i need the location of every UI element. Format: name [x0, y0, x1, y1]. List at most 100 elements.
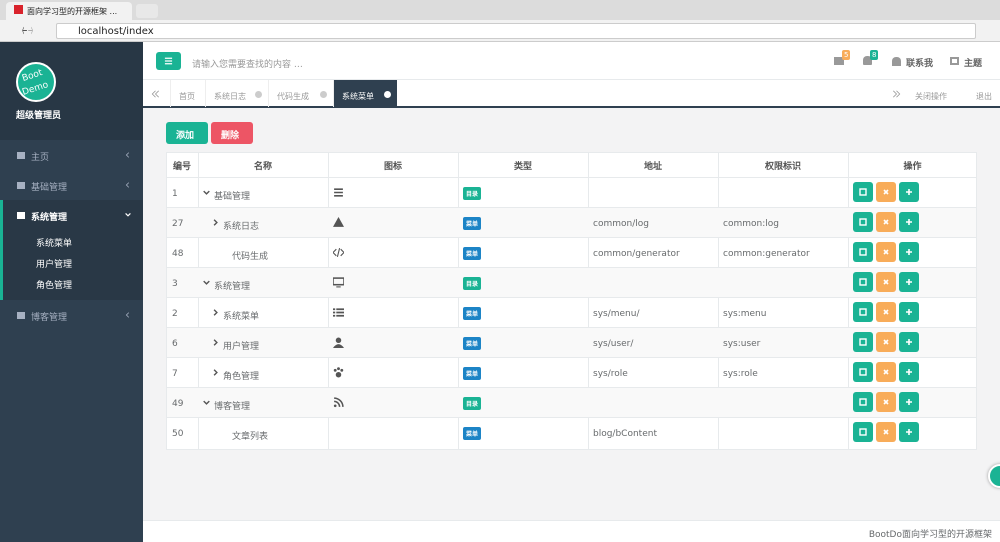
- action-btn-shape: [906, 219, 912, 225]
- type-badge: 目录: [463, 397, 482, 410]
- menu-chevron-shape: [125, 312, 130, 318]
- column-header: 操作: [903, 162, 922, 172]
- action-btn[interactable]: [899, 212, 919, 232]
- menu-icon: [17, 152, 25, 159]
- menu-item[interactable]: 基础管理: [31, 183, 68, 193]
- cell-icon: [333, 367, 344, 378]
- theme[interactable]: 主题: [964, 59, 983, 69]
- action-btn[interactable]: [876, 212, 896, 232]
- logout[interactable]: 退出: [976, 92, 992, 101]
- col-divider: [718, 152, 719, 450]
- action-btn[interactable]: [876, 242, 896, 262]
- close-ops[interactable]: 关闭操作: [915, 92, 947, 101]
- action-btn-shape: [883, 279, 889, 285]
- submenu-item[interactable]: 系统菜单: [36, 239, 73, 249]
- action-btn-shape: [906, 309, 912, 315]
- action-btn[interactable]: [876, 332, 896, 352]
- action-btn[interactable]: [853, 212, 873, 232]
- action-btn[interactable]: [876, 272, 896, 292]
- action-btn-shape: [883, 309, 889, 315]
- type-badge: 菜单: [463, 367, 482, 380]
- action-btn[interactable]: [876, 392, 896, 412]
- tab-close[interactable]: [384, 91, 391, 98]
- action-btn-shape: [906, 279, 912, 285]
- action-btn[interactable]: [853, 362, 873, 382]
- action-btn[interactable]: [899, 242, 919, 262]
- action-btn[interactable]: [853, 182, 873, 202]
- cell-icon: [332, 247, 345, 258]
- action-btn[interactable]: [899, 392, 919, 412]
- action-btn[interactable]: [853, 392, 873, 412]
- tab[interactable]: [205, 80, 268, 107]
- add-btn[interactable]: [166, 122, 208, 144]
- submenu-item[interactable]: 用户管理: [36, 260, 73, 270]
- type-badge: 菜单: [463, 307, 482, 320]
- tab-right[interactable]: [892, 90, 901, 98]
- submenu-item[interactable]: 角色管理: [36, 281, 73, 291]
- cell-icon-shape: [333, 397, 344, 408]
- menu-item[interactable]: 主页: [31, 153, 50, 163]
- expander[interactable]: [212, 369, 219, 376]
- mail-icon[interactable]: [834, 57, 844, 65]
- tab-close[interactable]: [255, 91, 262, 98]
- expander[interactable]: [212, 219, 219, 226]
- tab[interactable]: [268, 80, 333, 107]
- address-box[interactable]: [56, 23, 976, 39]
- action-btn-shape: [883, 219, 889, 225]
- tab[interactable]: [170, 80, 205, 107]
- action-btn[interactable]: [899, 182, 919, 202]
- search[interactable]: 请输入您需要查找的内容 …: [192, 60, 303, 70]
- tab-left-shape: [151, 90, 159, 98]
- action-btn-shape: [906, 219, 912, 225]
- column-header: 编号: [172, 162, 191, 172]
- menu-toggle[interactable]: [156, 52, 181, 70]
- menu-item[interactable]: 系统管理: [31, 213, 68, 223]
- action-btn[interactable]: [853, 332, 873, 352]
- action-btn[interactable]: [876, 302, 896, 322]
- table-row: [167, 297, 976, 327]
- action-btn-shape: [883, 399, 889, 405]
- menu-item[interactable]: 博客管理: [31, 313, 68, 323]
- bell-icon[interactable]: [863, 56, 872, 65]
- action-btn[interactable]: [899, 362, 919, 382]
- action-btn[interactable]: [853, 272, 873, 292]
- expander[interactable]: [212, 309, 219, 316]
- expander-shape: [213, 339, 218, 346]
- contact[interactable]: 联系我: [906, 59, 934, 69]
- action-btn[interactable]: [899, 272, 919, 292]
- expander[interactable]: [203, 399, 210, 406]
- cell-name: 代码生成: [232, 252, 269, 262]
- table-row: [167, 177, 976, 207]
- expander[interactable]: [203, 189, 210, 196]
- cell-id: 3: [172, 279, 178, 289]
- action-btn-shape: [859, 248, 867, 256]
- del-btn[interactable]: [211, 122, 253, 144]
- expander-shape: [213, 219, 218, 226]
- cell-icon: [333, 397, 344, 408]
- expander[interactable]: [203, 279, 210, 286]
- type-badge: 菜单: [463, 337, 482, 350]
- expander-shape: [213, 309, 218, 316]
- action-btn[interactable]: [876, 422, 896, 442]
- action-btn[interactable]: [899, 422, 919, 442]
- action-btn[interactable]: [876, 182, 896, 202]
- action-btn[interactable]: [876, 362, 896, 382]
- tab-close[interactable]: [320, 91, 327, 98]
- action-btn[interactable]: [853, 422, 873, 442]
- tab-left[interactable]: [151, 90, 160, 98]
- action-btn[interactable]: [899, 332, 919, 352]
- cell-url: sys/role: [593, 369, 628, 379]
- expander-shape: [203, 190, 210, 195]
- expander[interactable]: [212, 339, 219, 346]
- cell-icon-shape: [333, 308, 344, 317]
- action-btn[interactable]: [853, 242, 873, 262]
- action-btn-shape: [906, 309, 912, 315]
- action-btn-shape: [859, 188, 867, 196]
- nav-arrows-shape: [22, 26, 27, 35]
- type-badge: 菜单: [463, 427, 482, 440]
- action-btn[interactable]: [899, 302, 919, 322]
- new-tab[interactable]: [136, 4, 158, 18]
- expander-shape: [213, 369, 218, 376]
- action-btn[interactable]: [853, 302, 873, 322]
